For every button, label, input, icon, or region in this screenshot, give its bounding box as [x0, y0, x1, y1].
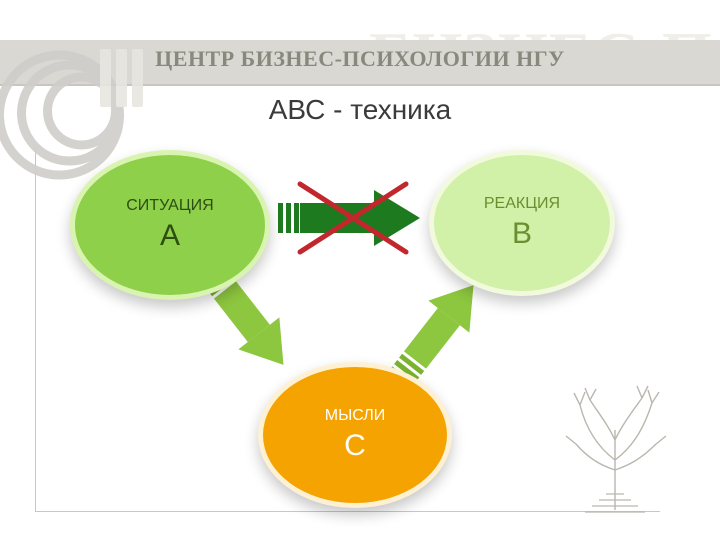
node-reaction-b: РЕАКЦИЯ В: [429, 150, 615, 296]
node-a-letter: А: [160, 219, 180, 253]
node-a-label: СИТУАЦИЯ: [126, 197, 213, 215]
slide-title: АВС - техника: [0, 94, 720, 126]
node-c-letter: С: [344, 429, 366, 463]
node-thoughts-c: МЫСЛИ С: [258, 362, 452, 508]
node-situation-a: СИТУАЦИЯ А: [70, 150, 270, 300]
node-c-label: МЫСЛИ: [325, 407, 386, 425]
node-b-label: РЕАКЦИЯ: [484, 195, 560, 213]
organization-name: ЦЕНТР БИЗНЕС-ПСИХОЛОГИИ НГУ: [0, 46, 720, 72]
node-b-letter: В: [512, 217, 532, 251]
slide: БИЗНЕС-ПС ЦЕНТР БИЗНЕС-ПСИХОЛОГИИ НГУ АВ…: [0, 0, 720, 540]
